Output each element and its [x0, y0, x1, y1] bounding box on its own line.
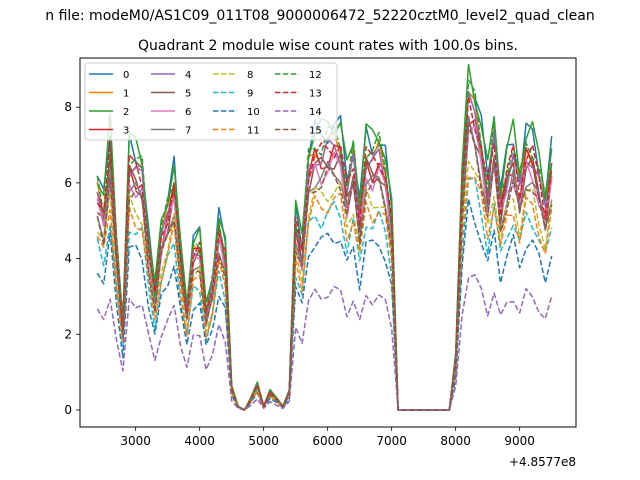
legend-label-12: 12 [309, 70, 322, 81]
legend-label-9: 9 [247, 89, 253, 100]
series-line-11 [96, 176, 553, 411]
chart-title: Quadrant 2 module wise count rates with … [138, 38, 518, 54]
x-tick-label: 3000 [120, 434, 151, 448]
x-tick-label: 9000 [504, 434, 535, 448]
legend-label-0: 0 [123, 70, 129, 81]
series-line-7 [96, 115, 553, 411]
legend-label-14: 14 [309, 107, 322, 118]
series-line-8 [96, 160, 553, 411]
legend-label-7: 7 [185, 126, 191, 137]
legend-label-6: 6 [185, 107, 191, 118]
series-line-9 [96, 177, 553, 411]
x-tick-label: 6000 [312, 434, 343, 448]
series-line-13 [96, 95, 553, 411]
legend-label-1: 1 [123, 89, 129, 100]
y-tick-label: 2 [64, 327, 72, 341]
y-tick-label: 4 [64, 252, 72, 266]
series-line-14 [96, 273, 553, 411]
x-tick-label: 8000 [440, 434, 471, 448]
x-offset-label: +4.8577e8 [509, 455, 576, 469]
legend-label-15: 15 [309, 126, 322, 137]
legend-label-11: 11 [247, 126, 260, 137]
legend-box [84, 62, 338, 141]
y-tick-label: 6 [64, 176, 72, 190]
legend-label-13: 13 [309, 89, 322, 100]
y-tick-label: 0 [64, 403, 72, 417]
legend-label-10: 10 [247, 107, 260, 118]
legend-label-8: 8 [247, 70, 253, 81]
figure-suptitle: n file: modeM0/AS1C09_011T08_9000006472_… [45, 8, 594, 24]
x-tick-label: 7000 [376, 434, 407, 448]
series-layer [96, 63, 553, 411]
legend-label-3: 3 [123, 126, 129, 137]
x-axis: 3000 4000 5000 6000 7000 8000 9000 [120, 427, 535, 448]
x-tick-label: 4000 [184, 434, 215, 448]
legend-label-2: 2 [123, 107, 129, 118]
y-axis: 0 2 4 6 8 [64, 100, 80, 417]
series-line-10 [96, 198, 553, 411]
x-tick-label: 5000 [248, 434, 279, 448]
legend-label-4: 4 [185, 70, 191, 81]
legend-label-5: 5 [185, 89, 191, 100]
series-line-15 [96, 123, 553, 411]
series-line-5 [96, 118, 553, 411]
y-tick-label: 8 [64, 100, 72, 114]
